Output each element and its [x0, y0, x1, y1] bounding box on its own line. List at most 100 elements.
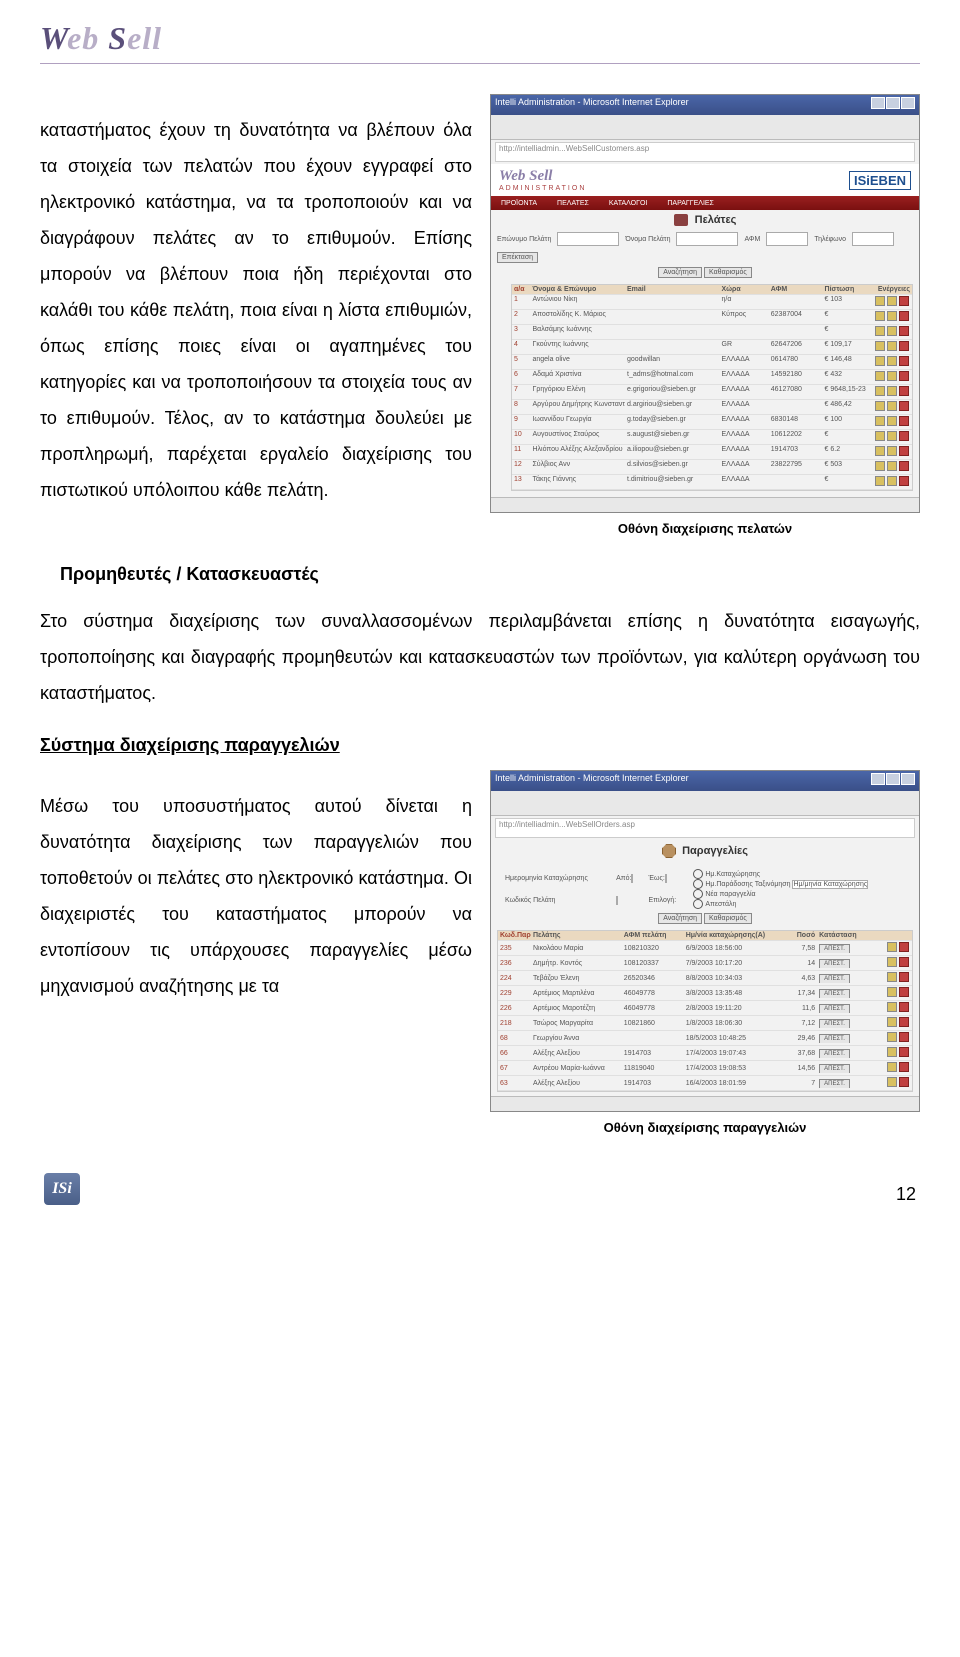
table-row[interactable]: 218Τσώρος Μαργαρίτα108218601/8/2003 18:0…	[498, 1016, 912, 1031]
view-icon[interactable]	[887, 311, 897, 321]
phone-input[interactable]	[852, 232, 894, 246]
delete-icon[interactable]	[899, 957, 909, 967]
address-bar[interactable]: http://intelliadmin...WebSellCustomers.a…	[495, 142, 915, 162]
delete-icon[interactable]	[899, 311, 909, 321]
table-row[interactable]: 8Αργύρου Δημήτρης Κωνσταντίνοςd.argiriou…	[512, 400, 912, 415]
nav-tab[interactable]: ΠΕΛΑΤΕΣ	[557, 200, 589, 207]
table-row[interactable]: 2Αποστολίδης Κ. ΜάριοςΚύπρος62387004€	[512, 310, 912, 325]
date-to-input[interactable]	[665, 874, 667, 883]
table-row[interactable]: 9Ιωαννίδου Γεωργίαg.today@sieben.grΕΛΛΑΔ…	[512, 415, 912, 430]
nav-tab[interactable]: ΠΡΟΪΟΝΤΑ	[501, 200, 537, 207]
delete-icon[interactable]	[899, 461, 909, 471]
edit-icon[interactable]	[887, 972, 897, 982]
delete-icon[interactable]	[899, 972, 909, 982]
surname-input[interactable]	[557, 232, 619, 246]
edit-icon[interactable]	[875, 326, 885, 336]
name-input[interactable]	[676, 232, 738, 246]
delete-icon[interactable]	[899, 341, 909, 351]
search-button[interactable]: Αναζήτηση	[658, 267, 702, 278]
table-row[interactable]: 10Αυγουστίνος Σταύροςs.august@sieben.grΕ…	[512, 430, 912, 445]
table-row[interactable]: 12Σύλβιος Αννd.silvios@sieben.grΕΛΛΑΔΑ23…	[512, 460, 912, 475]
search-button[interactable]: Αναζήτηση	[658, 913, 702, 924]
delete-icon[interactable]	[899, 942, 909, 952]
table-row[interactable]: 236Δημήτρ. Κοντός1081203377/9/2003 10:17…	[498, 956, 912, 971]
delete-icon[interactable]	[899, 987, 909, 997]
delete-icon[interactable]	[899, 431, 909, 441]
delete-icon[interactable]	[899, 401, 909, 411]
edit-icon[interactable]	[875, 476, 885, 486]
delete-icon[interactable]	[899, 416, 909, 426]
edit-icon[interactable]	[875, 356, 885, 366]
delete-icon[interactable]	[899, 1002, 909, 1012]
view-icon[interactable]	[887, 341, 897, 351]
delete-icon[interactable]	[899, 386, 909, 396]
edit-icon[interactable]	[887, 1032, 897, 1042]
delete-icon[interactable]	[899, 1047, 909, 1057]
radio-opt[interactable]	[693, 889, 703, 899]
table-row[interactable]: 226Αρτέμιος Μαροτέζτη460497782/8/2003 19…	[498, 1001, 912, 1016]
delete-icon[interactable]	[899, 1077, 909, 1087]
delete-icon[interactable]	[899, 446, 909, 456]
table-row[interactable]: 13Τάκης Γιάννηςt.dimitriou@sieben.grΕΛΛΑ…	[512, 475, 912, 490]
edit-icon[interactable]	[875, 386, 885, 396]
edit-icon[interactable]	[887, 1062, 897, 1072]
table-row[interactable]: 1Αντώνιου Νίκηη/α€ 103	[512, 295, 912, 310]
address-bar[interactable]: http://intelliadmin...WebSellOrders.asp	[495, 818, 915, 838]
nav-tab[interactable]: ΚΑΤΑΛΟΓΟΙ	[609, 200, 647, 207]
edit-icon[interactable]	[875, 431, 885, 441]
table-row[interactable]: 63Αλέξης Αλεξίου191470316/4/2003 18:01:5…	[498, 1076, 912, 1091]
delete-icon[interactable]	[899, 296, 909, 306]
table-row[interactable]: 4Γκούντης ΙωάννηςGR62647206€ 109,17	[512, 340, 912, 355]
table-row[interactable]: 224Τεβάζου Έλενη265203468/8/2003 10:34:0…	[498, 971, 912, 986]
delete-icon[interactable]	[899, 1017, 909, 1027]
afm-input[interactable]	[766, 232, 808, 246]
edit-icon[interactable]	[887, 957, 897, 967]
table-row[interactable]: 6Αδαμά Χριστίναt_adms@hotmal.comΕΛΛΑΔΑ14…	[512, 370, 912, 385]
radio-opt[interactable]	[693, 899, 703, 909]
view-icon[interactable]	[887, 416, 897, 426]
edit-icon[interactable]	[887, 942, 897, 952]
edit-icon[interactable]	[875, 446, 885, 456]
edit-icon[interactable]	[875, 416, 885, 426]
delete-icon[interactable]	[899, 326, 909, 336]
edit-icon[interactable]	[875, 296, 885, 306]
edit-icon[interactable]	[887, 1047, 897, 1057]
edit-icon[interactable]	[887, 1017, 897, 1027]
delete-icon[interactable]	[899, 1062, 909, 1072]
delete-icon[interactable]	[899, 356, 909, 366]
clear-button[interactable]: Καθαρισμός	[704, 913, 752, 924]
radio-opt[interactable]	[693, 869, 703, 879]
browser-toolbar[interactable]	[491, 115, 919, 140]
delete-icon[interactable]	[899, 476, 909, 486]
view-icon[interactable]	[887, 476, 897, 486]
view-icon[interactable]	[887, 296, 897, 306]
edit-icon[interactable]	[887, 987, 897, 997]
table-row[interactable]: 67Αντρέου Μαρία-Ιωάννα1181904017/4/2003 …	[498, 1061, 912, 1076]
view-icon[interactable]	[887, 371, 897, 381]
radio-opt[interactable]	[693, 879, 703, 889]
view-icon[interactable]	[887, 326, 897, 336]
edit-icon[interactable]	[875, 401, 885, 411]
window-controls[interactable]	[870, 773, 915, 789]
code-input[interactable]	[616, 896, 618, 905]
table-row[interactable]: 3Βαλσάμης Ιωάννης€	[512, 325, 912, 340]
edit-icon[interactable]	[887, 1077, 897, 1087]
edit-icon[interactable]	[875, 461, 885, 471]
nav-tab[interactable]: ΠΑΡΑΓΓΕΛΙΕΣ	[667, 200, 714, 207]
expand-button[interactable]: Επέκταση	[497, 252, 538, 263]
view-icon[interactable]	[887, 461, 897, 471]
table-row[interactable]: 66Αλέξης Αλεξίου191470317/4/2003 19:07:4…	[498, 1046, 912, 1061]
date-from-input[interactable]	[631, 874, 633, 883]
view-icon[interactable]	[887, 356, 897, 366]
table-row[interactable]: 5angela olivegoodwillanΕΛΛΑΔΑ0614780€ 14…	[512, 355, 912, 370]
edit-icon[interactable]	[875, 371, 885, 381]
edit-icon[interactable]	[875, 311, 885, 321]
delete-icon[interactable]	[899, 1032, 909, 1042]
nav-tabs[interactable]: ΠΡΟΪΟΝΤΑ ΠΕΛΑΤΕΣ ΚΑΤΑΛΟΓΟΙ ΠΑΡΑΓΓΕΛΙΕΣ	[491, 196, 919, 210]
delete-icon[interactable]	[899, 371, 909, 381]
clear-button[interactable]: Καθαρισμός	[704, 267, 752, 278]
table-row[interactable]: 229Αρτέμιος Μαρτιλένα460497783/8/2003 13…	[498, 986, 912, 1001]
window-controls[interactable]	[870, 97, 915, 113]
table-row[interactable]: 7Γρηγόριου Ελένηe.grigoriou@sieben.grΕΛΛ…	[512, 385, 912, 400]
browser-toolbar[interactable]	[491, 791, 919, 816]
